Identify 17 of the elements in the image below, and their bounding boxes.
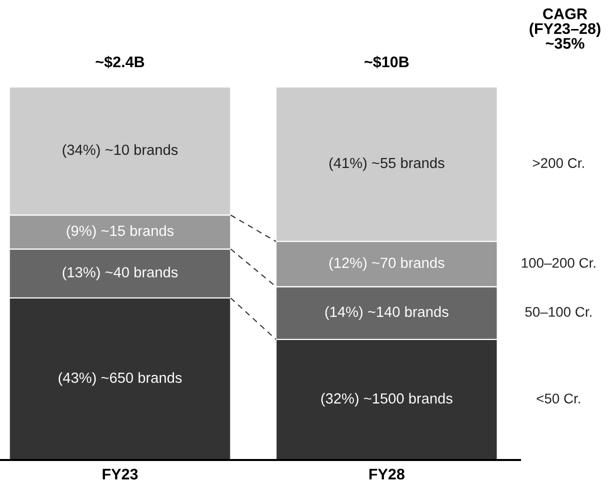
data-label: (34%) ~10 brands — [62, 144, 178, 158]
text: CAGR (FY23–28) ~35% — [530, 8, 600, 49]
data-label: (14%) ~140 brands — [325, 306, 448, 320]
data-label: (41%) ~55 brands — [329, 157, 444, 172]
x-tick-label: FY23 — [102, 468, 138, 480]
data-label: (32%) ~1500 brands — [321, 392, 452, 407]
data-label: (43%) ~650 brands — [58, 372, 182, 386]
data-label: (12%) ~70 brands — [329, 257, 444, 271]
text: 50–100 Cr. — [525, 306, 592, 317]
annotation: ~$10B — [364, 56, 409, 68]
annotation: ~$2.4B — [96, 56, 144, 68]
text: >200 Cr. — [532, 158, 584, 168]
series-label: 100–200 Cr. — [522, 258, 596, 268]
x-tick-label: FY28 — [369, 468, 404, 480]
text: <50 Cr. — [536, 394, 580, 404]
data-label: (9%) ~15 brands — [66, 225, 174, 239]
data-label: (13%) ~40 brands — [62, 266, 178, 280]
